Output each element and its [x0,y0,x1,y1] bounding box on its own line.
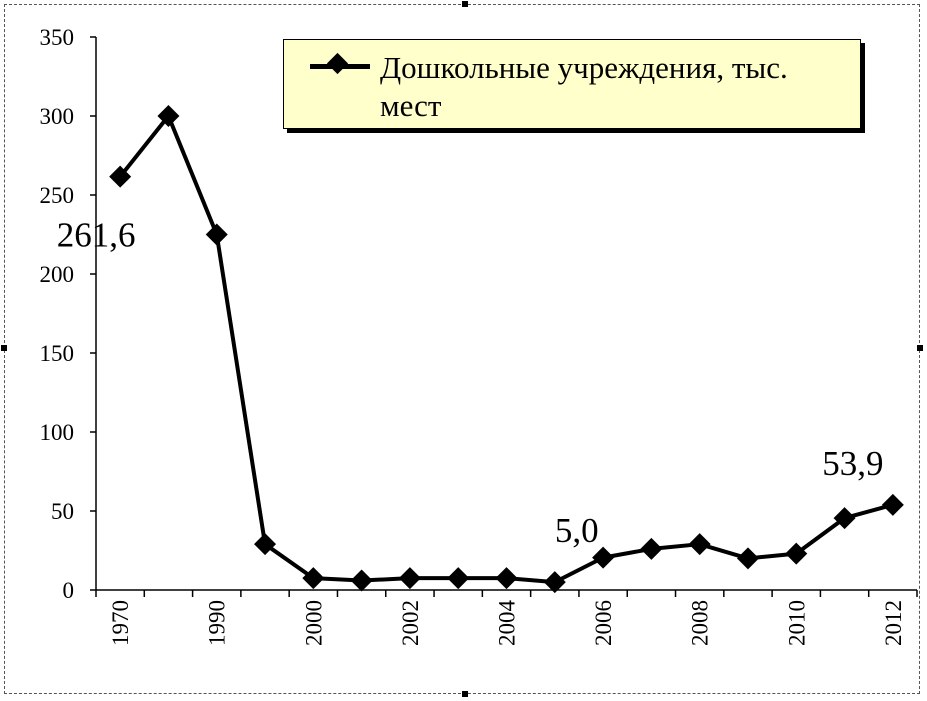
x-tick-label: 2012 [881,600,906,646]
x-tick-label: 2006 [591,600,616,646]
x-tick-label: 1990 [205,600,230,646]
data-label: 5,0 [555,511,599,550]
x-tick-label: 2002 [398,600,423,646]
data-point-marker [882,494,904,516]
x-tick-label: 2000 [301,600,326,646]
series-line [120,116,893,582]
data-point-marker [447,567,469,589]
data-point-marker [351,570,373,592]
y-tick-label: 350 [40,25,75,50]
data-point-marker [689,533,711,555]
x-tick-label: 2008 [688,600,713,646]
data-point-marker [496,567,518,589]
legend: Дошкольные учреждения, тыс. мест [283,39,861,129]
data-point-marker [737,547,759,569]
data-labels: 261,6 5,0 53,9 [57,216,884,550]
x-tick-label: 1970 [108,600,133,646]
y-tick-label: 0 [63,578,75,603]
data-point-marker [640,538,662,560]
legend-diamond-marker [327,53,348,74]
y-tick-label: 150 [40,341,75,366]
data-point-marker [206,224,228,246]
data-label: 261,6 [57,216,136,255]
y-tick-label: 250 [40,183,75,208]
y-tick-label: 200 [40,262,75,287]
series-group [109,105,904,593]
legend-label: Дошкольные учреждения, тыс. мест [380,49,850,125]
x-tick-label: 2010 [784,600,809,646]
data-point-marker [399,567,421,589]
y-tick-label: 100 [40,420,75,445]
y-tick-label: 300 [40,104,75,129]
x-tick-label: 2004 [495,600,520,647]
y-tick-label: 50 [51,499,74,524]
data-label: 53,9 [822,444,883,483]
